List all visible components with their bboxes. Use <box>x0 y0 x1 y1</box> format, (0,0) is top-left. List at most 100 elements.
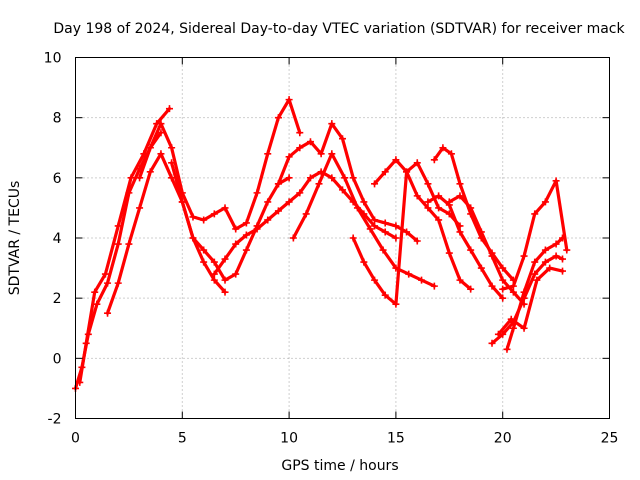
data-point <box>424 204 432 212</box>
y-tick-label: 10 <box>44 51 62 67</box>
data-point <box>456 180 464 188</box>
x-tick-label: 0 <box>71 431 80 447</box>
data-point <box>168 144 176 152</box>
data-point <box>328 174 336 182</box>
data-point <box>76 378 84 386</box>
data-point <box>488 252 496 260</box>
data-point <box>371 222 379 230</box>
data-point <box>541 246 549 254</box>
series-line <box>105 152 227 315</box>
data-point <box>93 300 101 308</box>
x-tick-label: 20 <box>494 431 512 447</box>
data-point <box>392 234 400 242</box>
data-point <box>210 270 218 278</box>
data-point <box>285 153 293 161</box>
data-point <box>499 294 507 302</box>
data-point <box>146 144 154 152</box>
data-point <box>360 198 368 206</box>
data-point <box>381 219 389 227</box>
x-axis-tick-labels: 0 5 10 15 20 25 <box>71 431 618 447</box>
data-point <box>264 150 272 158</box>
series-line <box>78 107 172 384</box>
data-point <box>424 180 432 188</box>
data-point <box>456 276 464 284</box>
data-point <box>232 225 240 233</box>
data-point <box>101 270 109 278</box>
y-tick-label: 8 <box>53 111 62 127</box>
y-axis-label: SDTVAR / TECUs <box>7 181 23 296</box>
series-6 <box>210 168 400 278</box>
data-point <box>296 189 304 197</box>
data-point <box>114 222 122 230</box>
series-line <box>170 161 291 282</box>
data-point <box>430 282 438 290</box>
data-point <box>306 138 314 146</box>
data-point <box>435 192 443 200</box>
data-point <box>136 204 144 212</box>
data-point <box>302 210 310 218</box>
data-point <box>341 174 349 182</box>
data-point <box>456 228 464 236</box>
data-point <box>296 129 304 137</box>
data-point <box>509 282 517 290</box>
data-point <box>430 156 438 164</box>
axis-ticks <box>75 57 610 419</box>
data-point <box>328 150 336 158</box>
data-point <box>424 198 432 206</box>
series-5 <box>168 159 293 284</box>
data-point <box>168 159 176 167</box>
series-15 <box>503 234 567 353</box>
data-point <box>178 198 186 206</box>
data-point <box>104 309 112 317</box>
data-point <box>552 240 560 248</box>
data-point <box>418 276 426 284</box>
data-point <box>563 246 571 254</box>
data-point <box>488 339 496 347</box>
data-point <box>413 237 421 245</box>
data-point <box>499 276 507 284</box>
data-point <box>274 207 282 215</box>
x-tick-label: 25 <box>601 431 619 447</box>
data-point <box>488 282 496 290</box>
data-point <box>379 246 387 254</box>
series-3 <box>104 150 229 317</box>
data-point <box>165 105 173 113</box>
data-point <box>392 222 400 230</box>
y-tick-label: -2 <box>48 412 62 428</box>
data-point <box>477 264 485 272</box>
data-point <box>447 150 455 158</box>
data-point <box>467 246 475 254</box>
data-point <box>531 258 539 266</box>
data-point <box>146 168 154 176</box>
data-point <box>381 168 389 176</box>
data-point <box>371 276 379 284</box>
data-point <box>494 330 502 338</box>
series-line <box>490 254 565 345</box>
x-tick-label: 15 <box>387 431 405 447</box>
data-point <box>274 180 282 188</box>
data-point <box>221 276 229 284</box>
data-point <box>232 240 240 248</box>
data-point <box>456 192 464 200</box>
data-point <box>392 156 400 164</box>
series-10 <box>371 156 475 293</box>
x-axis-label: GPS time / hours <box>281 458 398 474</box>
y-tick-label: 2 <box>53 291 62 307</box>
data-point <box>531 210 539 218</box>
y-tick-label: 6 <box>53 171 62 187</box>
series-7 <box>274 120 421 245</box>
data-point <box>509 288 517 296</box>
data-point <box>315 180 323 188</box>
series-4 <box>136 96 304 233</box>
data-point <box>381 291 389 299</box>
data-point <box>157 120 165 128</box>
series-16 <box>499 177 571 293</box>
data-point <box>435 216 443 224</box>
data-point <box>520 288 528 296</box>
data-point <box>200 216 208 224</box>
series-line <box>212 170 398 276</box>
data-point <box>168 174 176 182</box>
data-point <box>136 174 144 182</box>
data-point <box>499 285 507 293</box>
